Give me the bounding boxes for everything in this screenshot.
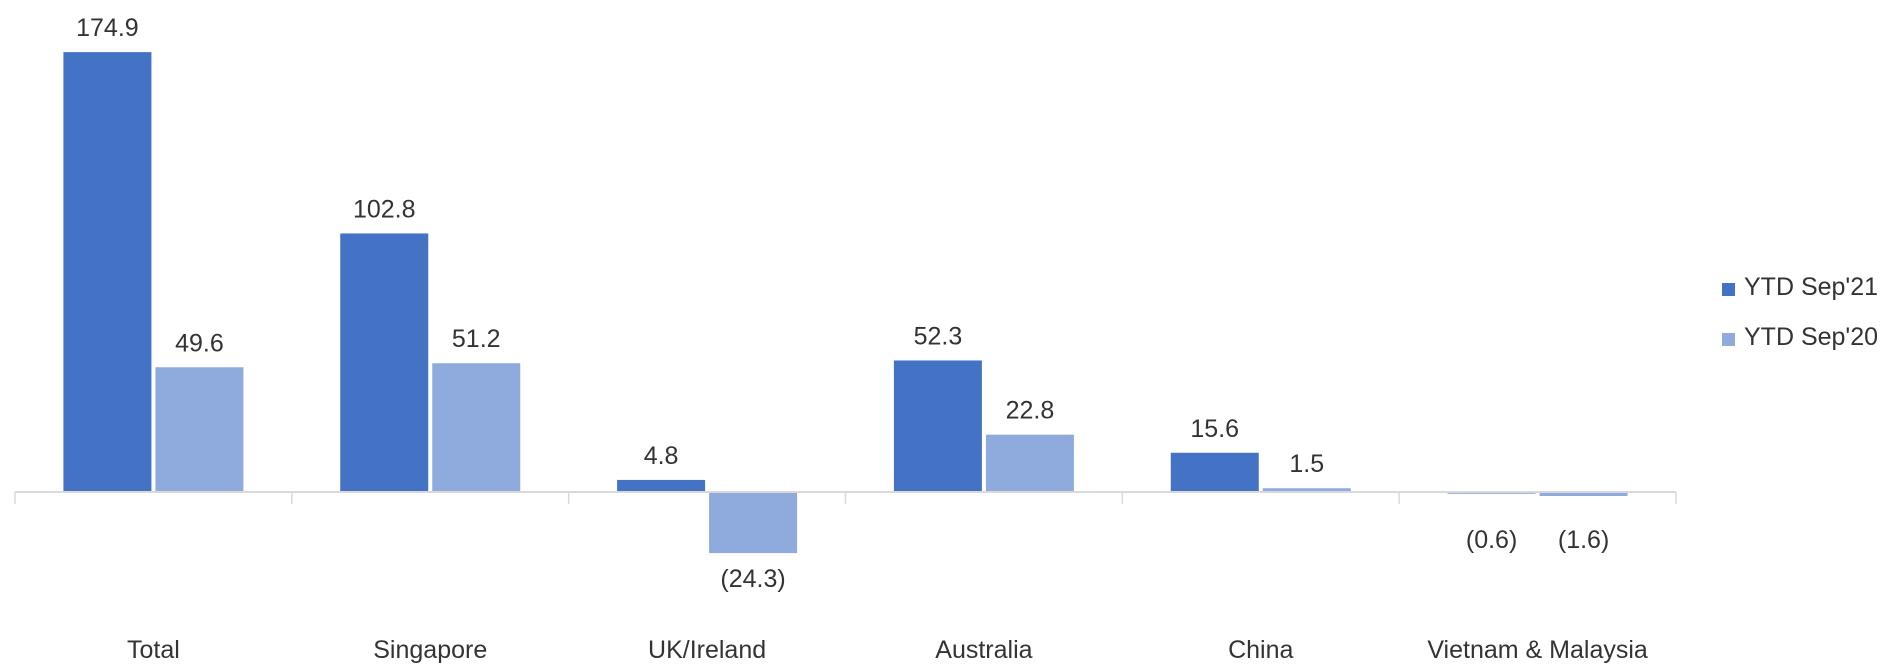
bar-series-1 [617, 479, 706, 492]
x-tick-label: Singapore [373, 636, 487, 664]
data-label: 51.2 [452, 325, 501, 353]
data-label: 174.9 [76, 14, 139, 42]
x-tick-label: Australia [935, 636, 1032, 664]
data-label: 1.5 [1289, 450, 1324, 478]
bar-series-1 [340, 233, 429, 492]
bar-series-2 [155, 367, 244, 492]
legend-label: YTD Sep'21 [1744, 273, 1878, 301]
data-label: 52.3 [914, 322, 963, 350]
legend-label: YTD Sep'20 [1744, 323, 1878, 351]
bar-series-2 [432, 363, 521, 492]
data-label: 49.6 [175, 329, 224, 357]
data-label: (0.6) [1466, 526, 1517, 554]
data-label: (1.6) [1558, 526, 1609, 554]
bar-series-1 [63, 52, 152, 493]
bar-series-2 [1539, 492, 1628, 497]
x-tick-label: UK/Ireland [648, 636, 766, 664]
data-label: (24.3) [720, 565, 785, 593]
data-label: 15.6 [1190, 415, 1239, 443]
x-tick-label: China [1228, 636, 1293, 664]
bar-series-2 [985, 434, 1074, 492]
legend-swatch [1722, 333, 1735, 346]
bar-series-1 [893, 360, 982, 492]
data-label: 102.8 [353, 195, 416, 223]
bar-series-1 [1170, 452, 1259, 492]
plot-area: 174.9 49.6 Total 102.8 51.2 Singapore 4.8 (24.3… [14, 14, 1677, 664]
bar-series-2 [1262, 488, 1351, 492]
x-tick-label: Vietnam & Malaysia [1427, 636, 1648, 664]
bar-series-2 [709, 492, 798, 554]
legend-swatch [1722, 283, 1735, 296]
legend: YTD Sep'21 YTD Sep'20 [1722, 273, 1878, 351]
x-tick-label: Total [127, 636, 180, 664]
data-label: 22.8 [1006, 397, 1055, 425]
data-label: 4.8 [644, 442, 679, 470]
